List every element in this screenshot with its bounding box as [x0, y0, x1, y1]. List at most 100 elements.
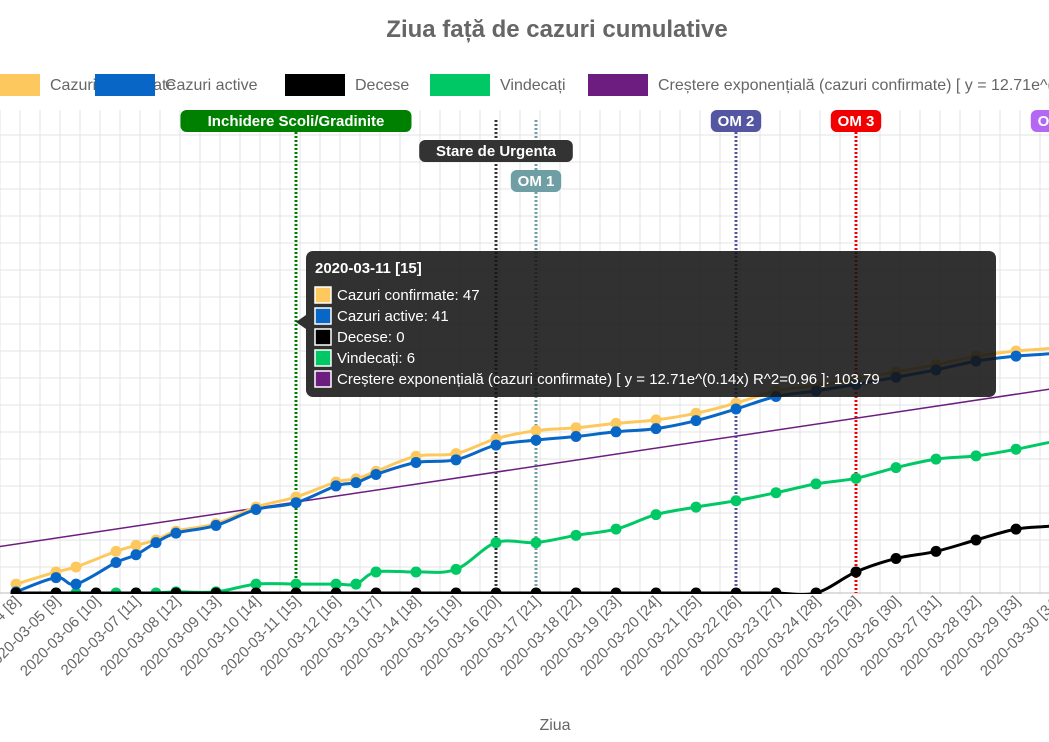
chart-title: Ziua față de cazuri cumulative [386, 16, 727, 43]
data-point [130, 539, 142, 551]
data-point [250, 578, 262, 590]
data-point [170, 527, 182, 539]
data-point [930, 453, 942, 465]
data-point [110, 557, 122, 568]
data-point [150, 537, 162, 549]
legend-item: Decese [285, 74, 409, 96]
data-point [410, 587, 422, 594]
legend: Cazuri confirmateCazuri activeDeceseVind… [0, 74, 1049, 96]
data-point [690, 501, 702, 513]
data-point [50, 572, 62, 584]
legend-swatch [588, 74, 648, 96]
data-point [730, 403, 742, 415]
legend-label: Creștere exponențială (cazuri confirmate… [658, 77, 1049, 94]
tooltip-row: Cazuri active: 41 [337, 308, 449, 325]
annotation-text: Inchidere Scoli/Gradinite [208, 113, 385, 130]
data-point [170, 587, 182, 594]
data-point [10, 587, 22, 594]
annotation-text: OM 3 [838, 113, 875, 130]
annotation-label: OM 3 [830, 110, 882, 132]
data-point [450, 587, 462, 594]
data-point [690, 587, 702, 594]
tooltip-row: Cazuri confirmate: 47 [337, 287, 480, 304]
data-point [370, 587, 382, 594]
data-point [890, 462, 902, 474]
data-point [570, 529, 582, 541]
tooltip-row: Decese: 0 [337, 329, 405, 346]
data-point [90, 587, 102, 594]
data-point [690, 415, 702, 427]
data-point [650, 414, 662, 426]
tooltip-row: Creștere exponențială (cazuri confirmate… [337, 371, 880, 388]
data-point [330, 480, 342, 492]
data-point [250, 587, 262, 594]
data-point [450, 563, 462, 575]
data-point [890, 552, 902, 564]
data-point [410, 457, 422, 469]
data-point [530, 587, 542, 594]
legend-swatch [0, 74, 40, 96]
data-point [410, 566, 422, 578]
data-point [970, 534, 982, 546]
data-point [290, 497, 302, 509]
data-point [370, 468, 382, 480]
data-point [530, 537, 542, 549]
data-point [130, 549, 142, 561]
data-point [570, 422, 582, 434]
data-point [210, 519, 222, 531]
data-point [970, 450, 982, 462]
data-point [610, 426, 622, 438]
data-point [490, 439, 502, 451]
legend-swatch [285, 74, 345, 96]
data-point [70, 578, 82, 590]
tooltip-swatch [314, 328, 332, 346]
data-point [930, 545, 942, 557]
data-point [610, 523, 622, 535]
tooltip-box [306, 251, 996, 397]
data-point [810, 587, 822, 594]
series-4 [0, 388, 1049, 548]
legend-label: Decese [355, 77, 409, 94]
tooltip-swatch [314, 307, 332, 325]
data-point [770, 487, 782, 499]
annotation-badge [419, 140, 573, 162]
data-point [450, 454, 462, 466]
data-point [850, 566, 862, 578]
legend-item: Creștere exponențială (cazuri confirmate… [588, 74, 1049, 96]
annotation-badge [710, 110, 762, 132]
annotation-text: Stare de Urgenta [436, 143, 557, 160]
data-point [210, 587, 222, 594]
legend-label: Cazuri active [165, 77, 258, 94]
tooltip-caret [296, 315, 306, 329]
data-point [1010, 523, 1022, 535]
data-point [530, 425, 542, 437]
annotation-badge [830, 110, 882, 132]
annotation-text: OM 4 [1038, 113, 1049, 130]
data-point [530, 434, 542, 446]
tooltip: 2020-03-11 [15] Cazuri confirmate: 47 Cazu… [296, 251, 996, 397]
tooltip-swatch [314, 286, 332, 304]
annotation-label: OM 4 [1030, 110, 1049, 132]
data-point [650, 423, 662, 435]
tooltip-title: 2020-03-11 [15] [315, 260, 422, 277]
data-point [330, 587, 342, 594]
data-point [650, 587, 662, 594]
trend-line [0, 388, 1049, 548]
data-point [850, 472, 862, 484]
legend-item: Vindecați [430, 74, 566, 96]
annotation-text: OM 1 [518, 173, 555, 190]
data-point [130, 587, 142, 594]
legend-label: Vindecați [500, 77, 566, 94]
x-axis-title: Ziua [539, 717, 570, 734]
annotation-label: Stare de Urgenta [419, 140, 573, 162]
x-axis-ticks: 2020-03-04 [8]2020-03-05 [9]2020-03-06 [… [0, 593, 1049, 680]
legend-item: Cazuri active [95, 74, 258, 96]
data-point [290, 587, 302, 594]
data-point [10, 578, 22, 590]
annotation-label: OM 1 [510, 170, 562, 192]
data-point [110, 545, 122, 557]
data-point [610, 587, 622, 594]
data-point [490, 537, 502, 549]
annotation-label: Inchidere Scoli/Gradinite [180, 110, 412, 132]
